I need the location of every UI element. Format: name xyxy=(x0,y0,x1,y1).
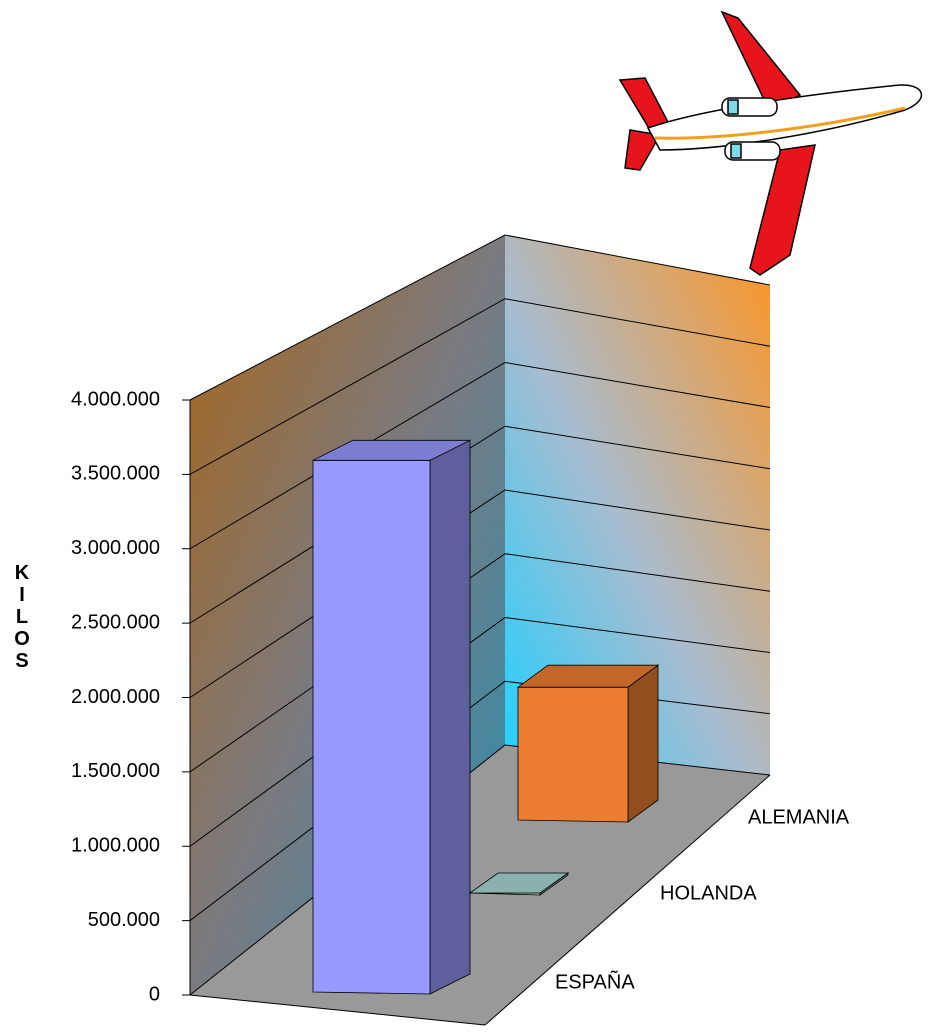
right-wall xyxy=(505,235,770,775)
y-tick-label: 500.000 xyxy=(88,909,160,931)
y-tick-label: 3.500.000 xyxy=(71,463,160,485)
airplane xyxy=(618,10,923,276)
y-tick-label: 2.000.000 xyxy=(71,686,160,708)
y-tick-label: 1.500.000 xyxy=(71,760,160,782)
x-axis xyxy=(189,994,486,1026)
grid-line xyxy=(189,680,771,922)
y-tick-label: 1.000.000 xyxy=(71,835,160,857)
grid-line xyxy=(189,425,771,624)
bar-side xyxy=(429,439,471,995)
bar-top xyxy=(312,439,471,461)
walls xyxy=(190,235,770,1025)
grid-line xyxy=(189,298,771,475)
bar-top xyxy=(516,664,660,688)
x-tick-label: ESPAÑA xyxy=(555,969,635,993)
grid-line xyxy=(189,489,771,698)
bar-top xyxy=(468,872,570,894)
bars xyxy=(312,439,660,995)
grid-line xyxy=(189,361,771,550)
grid-line xyxy=(189,744,771,996)
grid xyxy=(182,234,771,1026)
bar-front xyxy=(517,686,629,823)
grid-line xyxy=(189,616,771,847)
y-tick-label: 2.500.000 xyxy=(71,611,160,633)
labels: 0 500.000 1.000.000 1.500.000 2.000.000 2.500… xyxy=(71,388,850,1005)
y-axis-title: KILOS xyxy=(11,562,33,672)
y-tick-label: 3.000.000 xyxy=(71,537,160,559)
depth-axis xyxy=(484,774,771,1026)
grid-line xyxy=(189,234,771,401)
bar-front xyxy=(312,459,431,995)
grid-line xyxy=(189,553,771,773)
bar-side xyxy=(627,664,659,823)
x-tick-label: HOLANDA xyxy=(660,882,757,904)
x-tick-label: ALEMANIA xyxy=(748,806,850,828)
y-tick-label: 0 xyxy=(149,983,160,1005)
y-tick-label: 4.000.000 xyxy=(71,388,160,410)
